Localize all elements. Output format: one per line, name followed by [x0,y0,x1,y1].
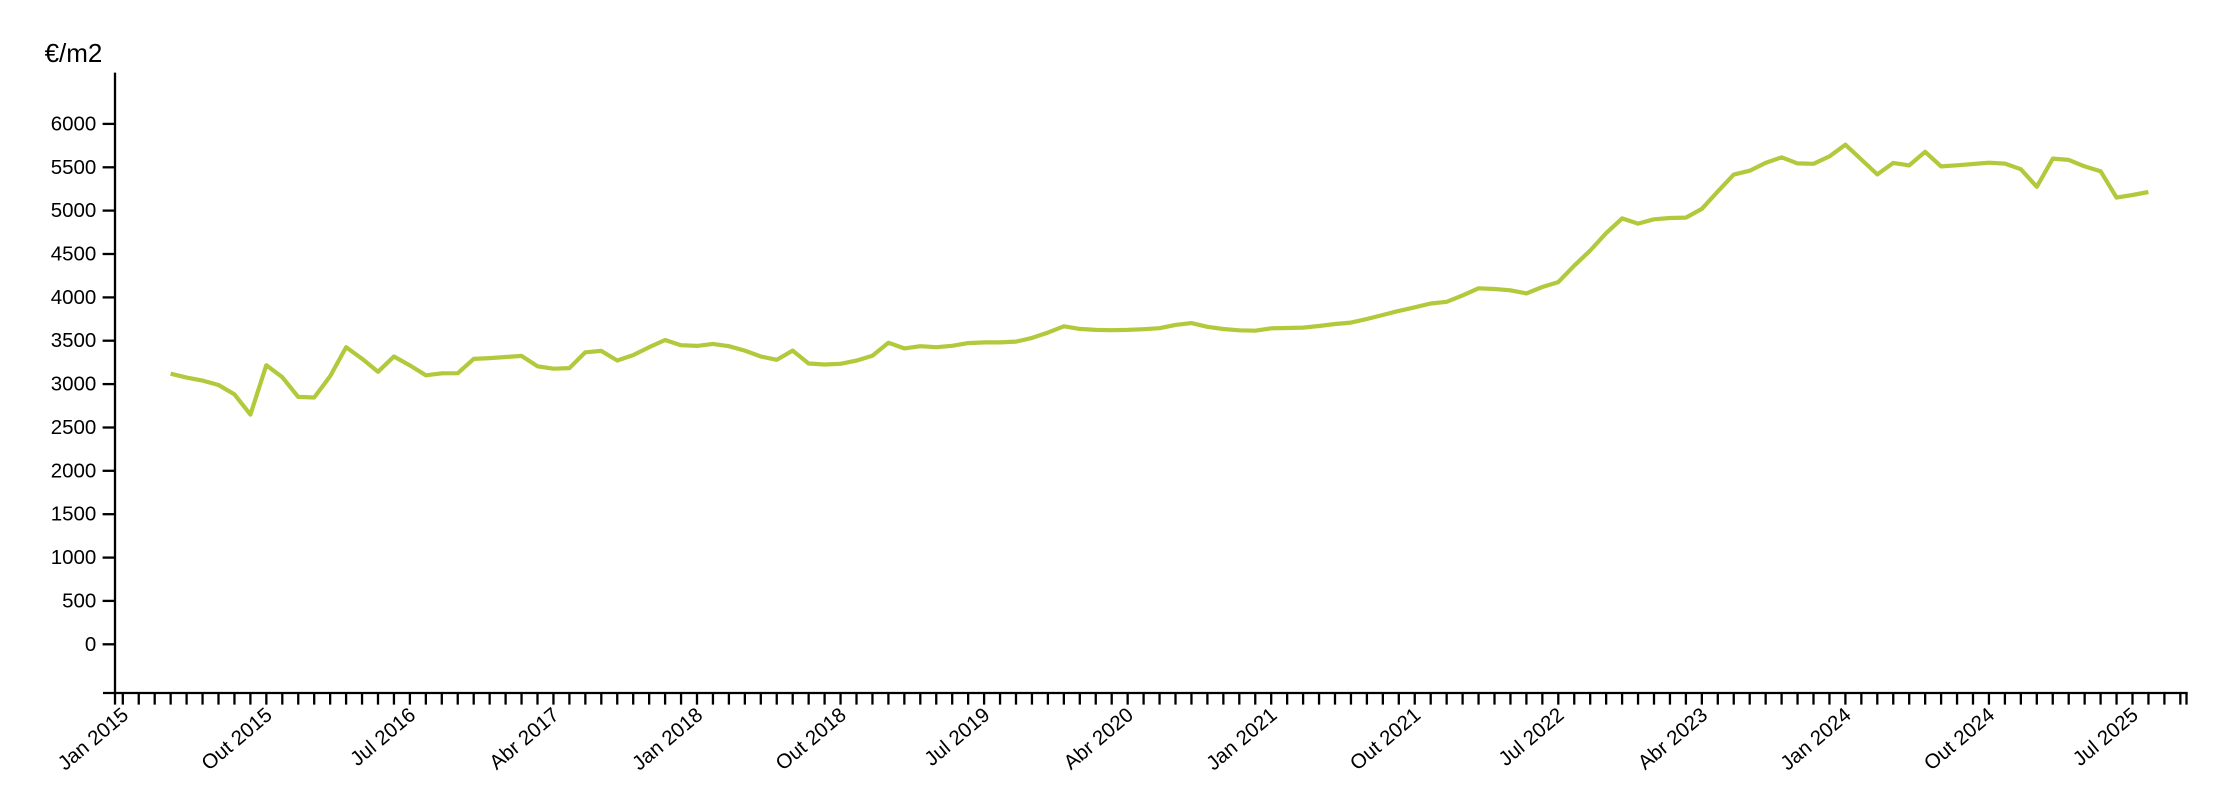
svg-text:3000: 3000 [51,373,97,396]
svg-text:5000: 5000 [51,199,97,222]
svg-text:6000: 6000 [51,112,97,135]
svg-text:1000: 1000 [51,546,97,569]
svg-text:2000: 2000 [51,459,97,482]
svg-text:2500: 2500 [51,416,97,439]
svg-text:3500: 3500 [51,329,97,352]
svg-text:4500: 4500 [51,243,97,266]
svg-text:1500: 1500 [51,503,97,526]
svg-text:5500: 5500 [51,156,97,179]
svg-text:€/m2: €/m2 [45,38,103,68]
svg-text:4000: 4000 [51,286,97,309]
svg-text:500: 500 [62,589,96,612]
svg-text:0: 0 [85,633,96,656]
